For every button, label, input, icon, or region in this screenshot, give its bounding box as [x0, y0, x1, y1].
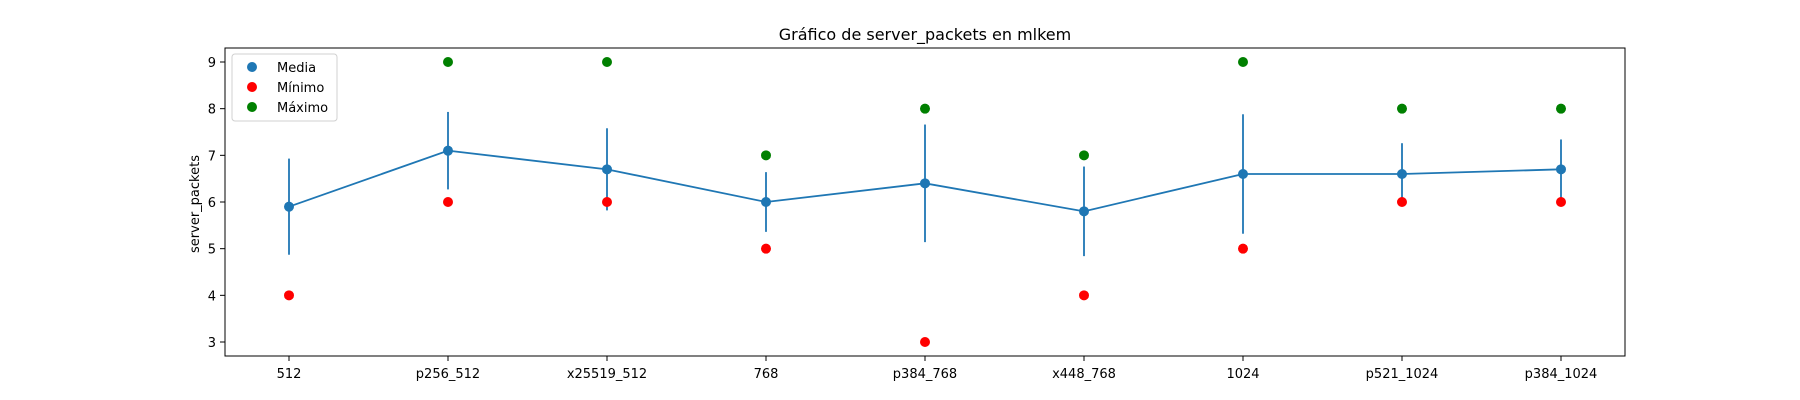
y-tick-label: 8 — [208, 103, 216, 118]
legend-marker — [247, 82, 257, 92]
y-axis-label: server_packets — [188, 155, 203, 253]
y-tick-label: 5 — [208, 243, 216, 258]
point-media — [1079, 206, 1089, 217]
y-tick-label: 4 — [208, 289, 216, 304]
legend: Media Mínimo Máximo — [231, 53, 338, 122]
legend-label: Máximo — [277, 101, 328, 116]
point-minimo — [761, 243, 771, 254]
legend-marker — [247, 102, 257, 112]
chart-title: Gráfico de server_packets en mlkem — [779, 25, 1071, 45]
y-tick-label: 9 — [208, 56, 216, 71]
x-tick-label: x25519_512 — [567, 367, 647, 382]
point-media — [1238, 169, 1248, 179]
point-minimo — [1238, 243, 1248, 254]
x-tick-label: p256_512 — [416, 367, 480, 382]
x-tick-label: x448_768 — [1052, 367, 1116, 382]
legend-label: Mínimo — [277, 81, 324, 96]
point-minimo — [920, 337, 930, 347]
point-maximo — [602, 57, 612, 67]
y-tick-label: 6 — [208, 196, 216, 211]
point-maximo — [1238, 57, 1248, 67]
y-tick-label: 3 — [208, 336, 216, 351]
point-minimo — [1556, 197, 1566, 207]
point-minimo — [1079, 290, 1089, 301]
point-media — [1397, 169, 1407, 179]
point-media — [284, 201, 294, 212]
point-minimo — [1397, 197, 1407, 207]
legend-box — [231, 53, 338, 122]
legend-label: Media — [277, 61, 316, 76]
legend-marker — [247, 62, 257, 72]
point-media — [443, 145, 453, 156]
y-tick-label: 7 — [208, 149, 216, 164]
point-maximo — [443, 57, 453, 67]
point-maximo — [1079, 150, 1089, 161]
point-maximo — [1397, 103, 1407, 114]
point-minimo — [602, 197, 612, 207]
point-maximo — [1556, 103, 1566, 114]
point-media — [920, 178, 930, 189]
x-tick-label: p384_1024 — [1525, 367, 1598, 382]
point-maximo — [920, 103, 930, 114]
point-media — [761, 197, 771, 207]
point-minimo — [284, 290, 294, 301]
x-tick-label: 1024 — [1226, 367, 1259, 382]
point-media — [602, 164, 612, 175]
point-media — [1556, 164, 1566, 175]
x-tick-label: 768 — [754, 367, 779, 382]
x-tick-label: p521_1024 — [1366, 367, 1439, 382]
x-tick-label: p384_768 — [893, 367, 957, 382]
point-minimo — [443, 197, 453, 207]
x-tick-label: 512 — [277, 367, 302, 382]
point-maximo — [761, 150, 771, 161]
